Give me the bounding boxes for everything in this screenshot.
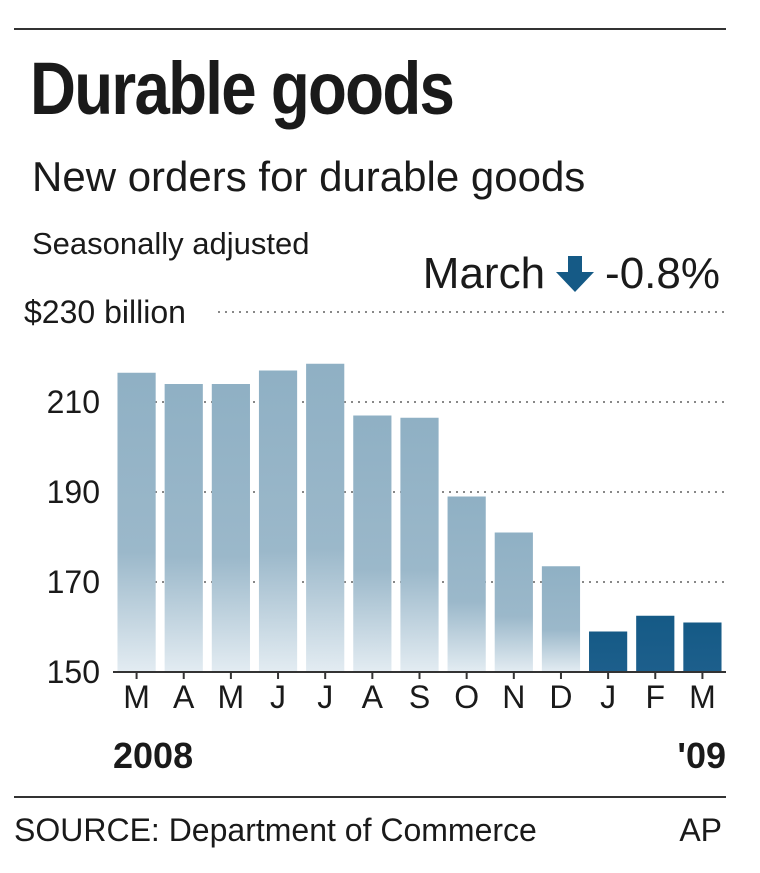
x-tick-label: M bbox=[123, 679, 150, 715]
bar bbox=[400, 417, 439, 672]
source-note: SOURCE: Department of Commerce bbox=[14, 812, 537, 848]
year-labels: 2008 '09 bbox=[113, 735, 726, 776]
y-tick-label: 170 bbox=[47, 564, 100, 600]
x-tick-label: S bbox=[409, 679, 430, 715]
y-tick-label: 190 bbox=[47, 474, 100, 510]
year-label: 2008 bbox=[113, 735, 193, 776]
credit-label: AP bbox=[679, 812, 722, 848]
x-tick-label: O bbox=[454, 679, 479, 715]
x-tick-label: J bbox=[600, 679, 616, 715]
bar bbox=[353, 415, 392, 672]
y-axis-labels: $230 billion 210 190 170 150 bbox=[24, 294, 186, 690]
bar bbox=[258, 370, 298, 672]
top-rule bbox=[14, 28, 726, 30]
x-tick-label: M bbox=[689, 679, 716, 715]
x-tick-label: J bbox=[270, 679, 286, 715]
x-tick-label: A bbox=[362, 679, 384, 715]
chart-title: Durable goods bbox=[30, 47, 455, 130]
y-tick-label: 210 bbox=[47, 384, 100, 420]
change-value: -0.8% bbox=[605, 249, 720, 298]
bar bbox=[541, 566, 581, 672]
seasonally-adjusted-note: Seasonally adjusted bbox=[32, 226, 310, 261]
bar bbox=[306, 363, 345, 672]
x-tick-label: N bbox=[502, 679, 525, 715]
x-tick-label: D bbox=[549, 679, 572, 715]
x-tick-label: A bbox=[173, 679, 195, 715]
chart-subtitle: New orders for durable goods bbox=[32, 153, 586, 200]
bottom-rule bbox=[14, 796, 726, 798]
bar bbox=[589, 631, 628, 672]
x-tick-label: F bbox=[645, 679, 665, 715]
down-arrow-icon bbox=[556, 256, 595, 292]
bar bbox=[117, 372, 156, 672]
change-month: March bbox=[422, 249, 546, 298]
bar bbox=[164, 384, 203, 672]
y-tick-label: 150 bbox=[47, 654, 100, 690]
bar bbox=[683, 622, 722, 672]
x-tick-label: M bbox=[218, 679, 245, 715]
x-tick-label: J bbox=[317, 679, 333, 715]
bar bbox=[636, 615, 675, 672]
year-label: '09 bbox=[677, 735, 726, 776]
bar bbox=[211, 384, 250, 672]
y-tick-label: $230 billion bbox=[24, 294, 186, 330]
bars bbox=[113, 363, 726, 679]
bar bbox=[447, 496, 486, 672]
bar bbox=[494, 532, 533, 672]
monthly-change: March -0.8% bbox=[423, 252, 720, 296]
